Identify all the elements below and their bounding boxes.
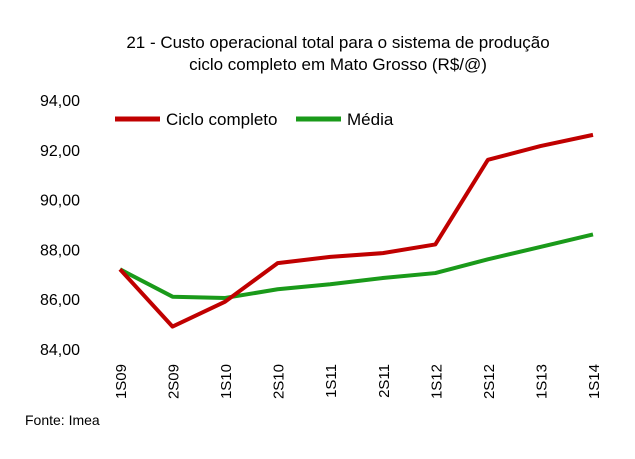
x-tick-label: 1S14 bbox=[586, 364, 603, 399]
x-tick-label: 1S13 bbox=[533, 364, 550, 399]
y-tick-label: 84,00 bbox=[40, 342, 80, 359]
series-line-média bbox=[119, 232, 594, 300]
x-tick-label: 1S12 bbox=[428, 364, 445, 399]
series-line-ciclo-completo bbox=[118, 132, 594, 329]
x-tick-label: 1S11 bbox=[323, 364, 340, 398]
chart-title-line-2: ciclo completo em Mato Grosso (R$/@) bbox=[189, 55, 487, 74]
y-tick-label: 86,00 bbox=[40, 292, 80, 309]
x-tick-label: 2S09 bbox=[166, 364, 183, 399]
y-tick-label: 88,00 bbox=[40, 242, 80, 259]
source-note: Fonte: Imea bbox=[25, 412, 100, 428]
y-tick-label: 90,00 bbox=[40, 193, 80, 210]
x-tick-label: 1S09 bbox=[113, 364, 130, 399]
x-tick-label: 2S10 bbox=[271, 364, 288, 399]
y-tick-label: 92,00 bbox=[40, 143, 80, 160]
legend-label-media: Média bbox=[347, 110, 394, 129]
x-tick-label: 2S11 bbox=[376, 364, 393, 398]
x-tick-label: 2S12 bbox=[481, 364, 498, 399]
x-tick-label: 1S10 bbox=[218, 364, 235, 399]
legend-label-ciclo-completo: Ciclo completo bbox=[166, 110, 278, 129]
y-tick-label: 94,00 bbox=[40, 93, 80, 110]
chart-title-line-1: 21 - Custo operacional total para o sist… bbox=[126, 33, 549, 52]
